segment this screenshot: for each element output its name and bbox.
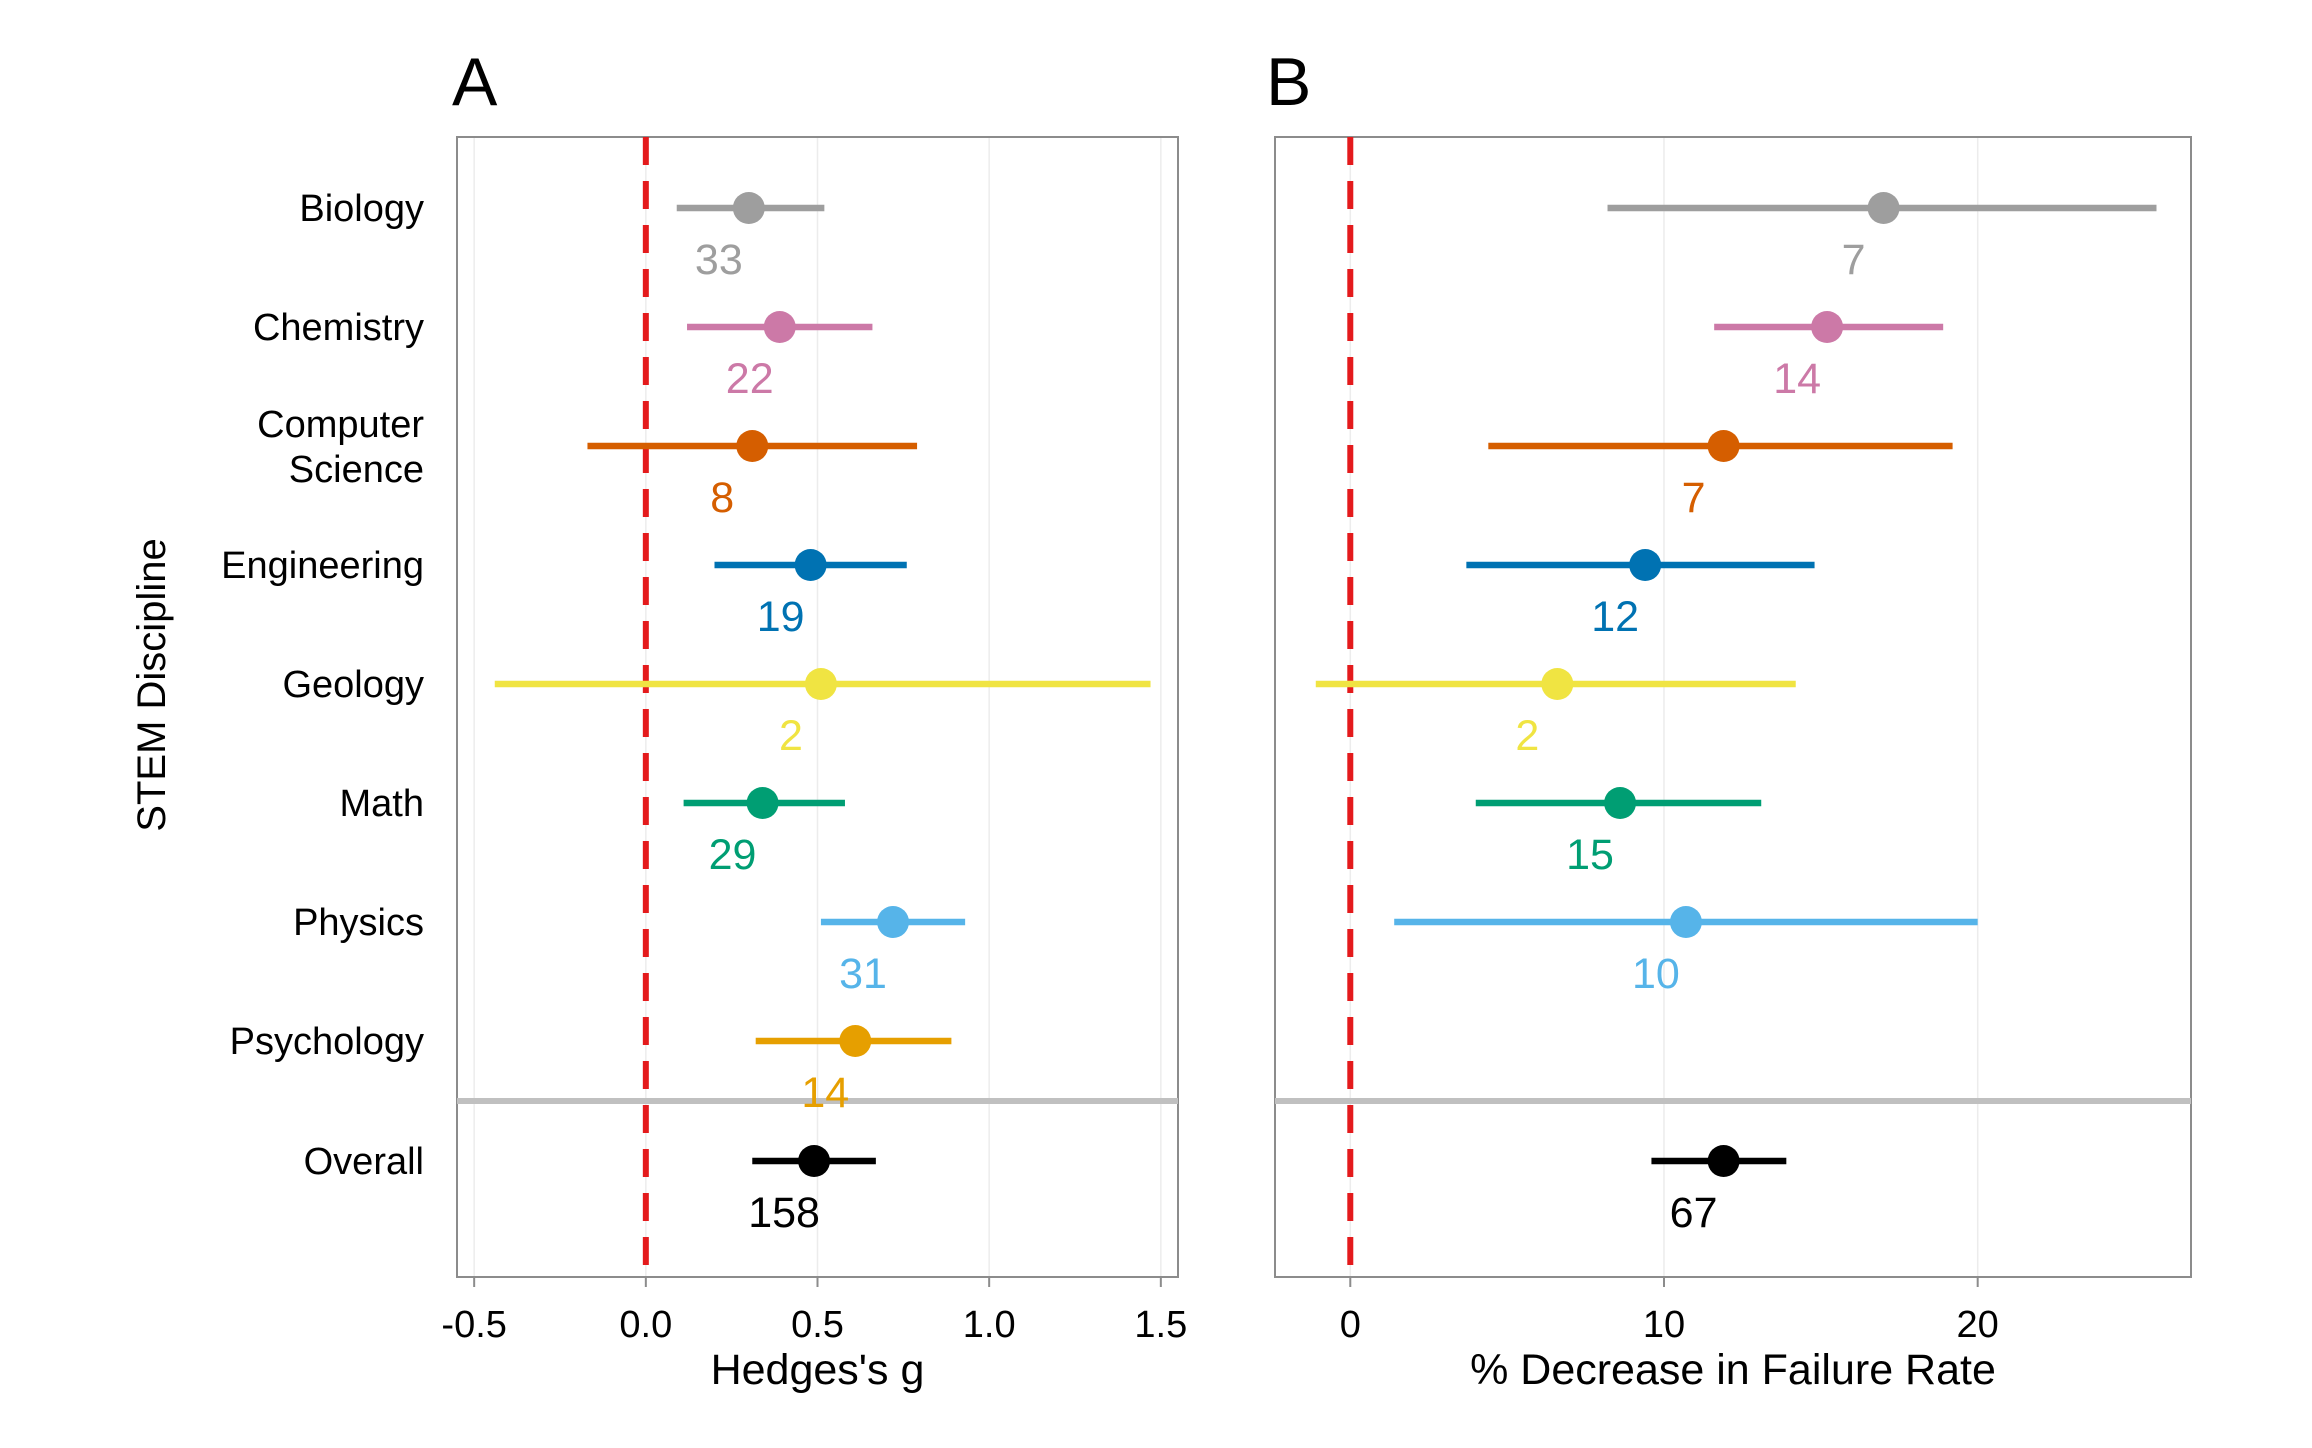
panel-b-point-engineering [1629,549,1662,581]
panel-a-x-axis-label: Hedges's g [711,1346,925,1394]
panel-b-label: B [1266,44,1311,120]
panel-b-count-computer-science: 7 [1682,474,1706,522]
panel-b-plot-frame [1274,136,2192,1278]
panel-a-count-chemistry: 22 [726,355,774,403]
panel-a-count-math: 29 [709,831,757,879]
panel-a-count-physics: 31 [839,950,887,998]
panel-a-count-biology: 33 [695,236,743,284]
row-label-psychology: Psychology [230,1021,424,1063]
panel-a-x-tick-label: 0.5 [791,1304,844,1346]
panel-b-point-geology [1541,668,1574,700]
row-label-physics: Physics [293,902,424,944]
row-label-geology: Geology [282,664,424,706]
panel-b-count-geology: 2 [1515,712,1539,760]
panel-a-x-tick-label: 1.0 [963,1304,1016,1346]
panel-a-x-tick-label: 1.5 [1134,1304,1187,1346]
panel-a-x-tick-label: 0.0 [619,1304,672,1346]
panel-b: B % Decrease in Failure Rate 0 10 20 7 14 7 12… [1266,44,2192,1394]
panel-a-point-engineering [794,549,827,581]
panel-b-count-engineering: 12 [1591,593,1639,641]
panel-b-count-biology: 7 [1842,236,1866,284]
panel-b-x-tick-label: 0 [1340,1304,1361,1346]
panel-a-x-tick-label: -0.5 [441,1304,506,1346]
panel-a: A STEM Discipline Hedges's g -0.5 0.0 0.5 1… [130,44,1187,1394]
panel-b-x-axis-label: % Decrease in Failure Rate [1470,1346,1996,1394]
panel-a-count-computer-science: 8 [710,474,734,522]
panel-b-point-physics [1669,906,1702,938]
panel-b-count-overall: 67 [1670,1189,1718,1237]
panel-b-count-physics: 10 [1632,950,1680,998]
panel-a-count-engineering: 19 [757,593,805,641]
panel-b-point-biology [1867,192,1900,224]
row-label-chemistry: Chemistry [253,307,424,349]
panel-b-point-overall [1707,1145,1740,1177]
panel-b-x-tick-label: 10 [1643,1304,1685,1346]
panel-a-count-psychology: 14 [801,1069,849,1117]
panel-a-point-chemistry [763,311,796,343]
row-label-computer-science: Computer Science [257,404,424,491]
row-label-overall: Overall [304,1141,424,1183]
panel-a-point-computer-science [736,430,769,462]
panel-a-point-physics [877,906,910,938]
panel-a-point-geology [804,668,837,700]
panel-b-count-math: 15 [1566,831,1614,879]
panel-b-count-chemistry: 14 [1773,355,1821,403]
panel-a-point-math [746,787,779,819]
panel-a-point-overall [798,1145,831,1177]
panel-a-count-geology: 2 [779,712,803,760]
row-label-engineering: Engineering [221,545,424,587]
y-axis-label: STEM Discipline [130,538,174,831]
panel-a-point-psychology [839,1025,872,1057]
row-label-math: Math [340,783,424,825]
row-label-biology: Biology [299,188,424,230]
panel-b-point-computer-science [1707,430,1740,462]
panel-b-x-tick-label: 20 [1957,1304,1999,1346]
panel-a-count-overall: 158 [748,1189,820,1237]
panel-a-label: A [452,44,498,120]
panel-a-point-biology [732,192,765,224]
panel-b-point-chemistry [1811,311,1844,343]
panel-b-point-math [1604,787,1637,819]
